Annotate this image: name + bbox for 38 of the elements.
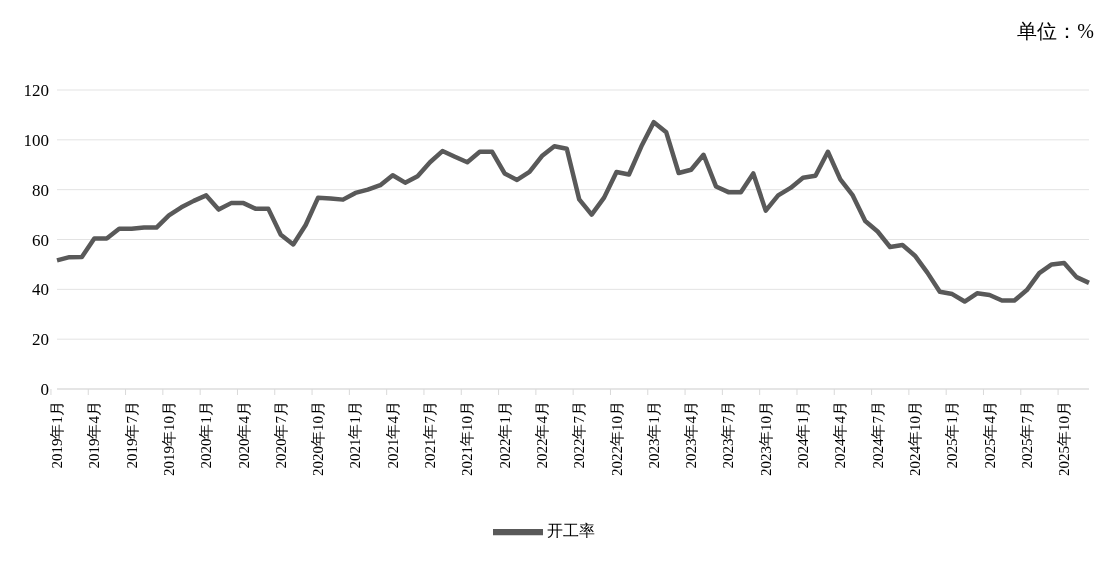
x-tick-label: 2022年4月 [533, 401, 550, 469]
y-tick-label: 80 [32, 180, 49, 200]
x-tick-label: 2022年10月 [608, 401, 625, 476]
x-tick-label: 2021年10月 [459, 401, 476, 476]
text: 单位：% [1017, 19, 1094, 44]
y-tick-label: 0 [40, 380, 49, 400]
x-tick-label: 2024年1月 [795, 401, 812, 469]
x-tick-label: 2021年7月 [422, 401, 439, 469]
x-tick-label: 2023年4月 [683, 401, 700, 469]
x-tick-label: 2023年10月 [757, 401, 774, 476]
x-tick-label: 2021年1月 [347, 401, 364, 469]
x-tick-label: 2025年4月 [981, 401, 998, 469]
x-tick-label: 2025年7月 [1018, 401, 1035, 469]
x-tick-label: 2023年7月 [720, 401, 737, 469]
x-tick-label: 2020年1月 [198, 401, 215, 469]
x-tick-label: 2025年1月 [944, 401, 961, 469]
y-tick-label: 40 [32, 280, 49, 300]
x-tick-label: 2024年10月 [906, 401, 923, 476]
x-tick-label: 2019年7月 [123, 401, 140, 469]
y-tick-label: 20 [32, 330, 49, 350]
x-tick-label: 2024年4月 [832, 401, 849, 469]
x-tick-label: 2019年4月 [86, 401, 103, 469]
x-tick-label: 2019年1月 [49, 401, 65, 469]
x-tick-label: 2022年7月 [571, 401, 588, 469]
line-series [54, 119, 1092, 304]
x-tick-label: 2020年10月 [310, 401, 327, 476]
x-tick-label: 2025年10月 [1056, 401, 1073, 476]
x-tick-label: 2022年1月 [496, 401, 513, 469]
x-tick-label: 2020年7月 [272, 401, 289, 469]
y-tick-label: 120 [23, 81, 49, 101]
x-tick-label: 2024年7月 [869, 401, 886, 469]
y-tick-label: 100 [23, 130, 49, 150]
x-tick-label: 2020年4月 [235, 401, 252, 469]
legend-label: 开工率 [546, 520, 595, 540]
y-tick-label: 60 [32, 230, 49, 250]
x-tick-label: 2019年10月 [160, 401, 177, 476]
x-tick-label: 2023年1月 [645, 401, 662, 469]
x-tick-label: 2021年4月 [384, 401, 401, 469]
